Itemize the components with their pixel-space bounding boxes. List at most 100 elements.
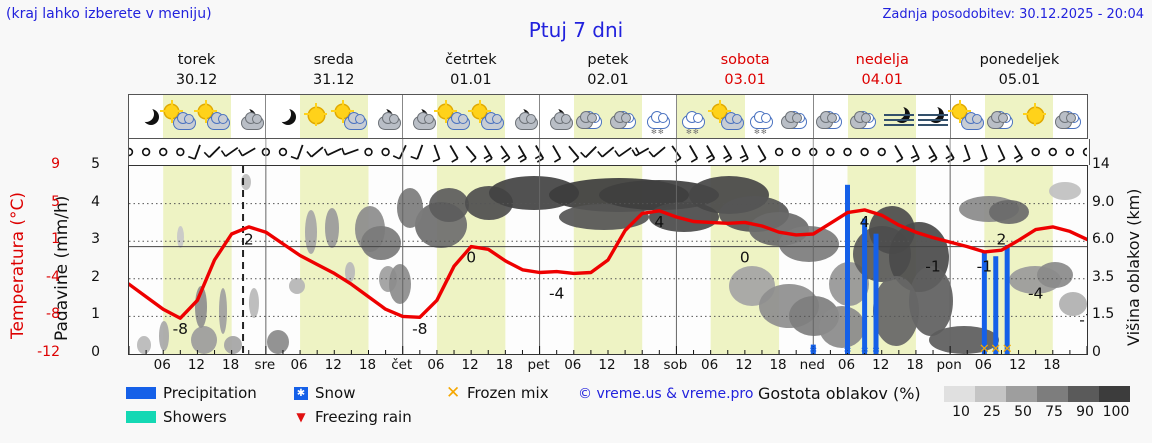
precipitation-bar-3 [873, 233, 879, 354]
cloud-ramp-label-5: 100 [1102, 404, 1130, 420]
cloud-blob-46 [249, 288, 259, 318]
cloud-blob-38 [873, 276, 919, 346]
moon-icon [129, 102, 163, 132]
x-tick-8: 06 [427, 357, 445, 373]
cloud-height-tick-1: 9.0 [1092, 193, 1115, 210]
cloud-blob-43 [1037, 262, 1073, 288]
cloud-height-tick-4: 1.5 [1092, 306, 1115, 323]
x-tick-25: 12 [1008, 357, 1027, 373]
snow-marker-3: ✻ [872, 346, 880, 354]
wind-barb-feather-11-0 [306, 150, 313, 158]
location-menu-note: (kraj lahko izberete v meniju) [6, 6, 212, 22]
wind-barb-shaft-45 [894, 145, 904, 159]
wind-calm-53 [1031, 147, 1040, 157]
legend-item-precipitation: Precipitation [126, 384, 257, 402]
precipitation-tick-4: 1 [91, 306, 100, 323]
precipitation-tick-3: 2 [91, 268, 100, 285]
wind-barb-shaft-25 [552, 145, 562, 159]
cloud-icon [574, 102, 608, 132]
cloud-blob-0 [137, 336, 151, 354]
temperature-point-label-3: 0 [466, 249, 476, 267]
cloud-density-colorramp [944, 386, 1130, 402]
day-date: 31.12 [312, 72, 355, 88]
wind-barb-feather-5-0 [203, 151, 210, 158]
wind-barb-feather-21-0 [485, 157, 493, 163]
wind-barb-shaft-11 [310, 146, 324, 158]
weather-slot [814, 95, 848, 138]
wind-barb-feather-24-0 [536, 157, 544, 163]
cloud-blob-44 [1049, 182, 1081, 200]
wind-barb-feather-32-0 [674, 157, 682, 163]
frozen-mix-marker-icon: ✕ [446, 383, 461, 403]
wind-barb-shaft-5 [208, 146, 221, 158]
x-tick-0: 06 [153, 357, 171, 373]
x-tick-22: 18 [906, 357, 924, 373]
wind-barb-shaft-20 [465, 145, 477, 159]
wind-barb-shaft-4 [194, 144, 201, 160]
weather-day-cell-0 [129, 95, 266, 138]
snow-marker-icon: ✱ [294, 386, 308, 400]
wind-barb-feather-21-1 [483, 154, 491, 160]
temperature-point-label-12: -7 [1079, 311, 1087, 329]
sun-cloud-icon [331, 99, 368, 132]
cloud-blob-9 [305, 210, 317, 254]
day-name: torek [177, 52, 216, 68]
legend-item-frozen-mix: ✕ Frozen mix [446, 384, 549, 402]
x-tick-16: 06 [701, 357, 719, 373]
cloud-height-tick-labels: 14 9.0 6.0 3.5 1.5 0 [1092, 156, 1126, 360]
weather-slot [300, 95, 334, 138]
cloud-ramp-step-3 [1037, 386, 1068, 402]
wind-barb-feather-24-1 [534, 154, 542, 160]
x-tick-12: 06 [564, 357, 582, 373]
x-tick-5: 12 [324, 357, 342, 373]
cloud-blob-41 [989, 200, 1029, 224]
wind-calm-15 [381, 147, 390, 157]
wind-barb-shaft-33 [689, 145, 699, 159]
wind-barb-feather-10-0 [290, 155, 298, 160]
day-date: 04.01 [861, 72, 904, 88]
day-date: 02.01 [587, 72, 629, 88]
wind-barb-feather-4-0 [188, 155, 196, 160]
temperature-tick-5: -12 [37, 344, 60, 360]
weather-slot [1053, 95, 1087, 138]
weather-slot [231, 95, 265, 138]
cloud-ramp-step-2 [1006, 386, 1037, 402]
temperature-point-label-5: 4 [654, 213, 664, 231]
day-name: nedelja [855, 52, 909, 68]
last-updated-label: Zadnja posodobitev: 30.12.2025 - 20:04 [882, 7, 1144, 22]
wind-barb-shaft-52 [1014, 145, 1024, 159]
credit-link[interactable]: © vreme.us & vreme.pro [578, 386, 754, 402]
cloud-blob-37 [909, 266, 953, 336]
wind-barb-feather-51-0 [997, 158, 1005, 163]
wind-barb-feather-31-0 [648, 150, 655, 158]
moon-icon [266, 102, 300, 132]
day-header-6: ponedeljek 05.01 [951, 50, 1088, 92]
day-name: petek [587, 52, 629, 68]
frozen-mix-marker-5: ✕ [990, 342, 1001, 354]
x-tick-19: ned [799, 357, 825, 373]
weather-slot [266, 95, 300, 138]
wind-barb-shaft-7 [241, 147, 256, 157]
legend-label-showers: Showers [163, 408, 227, 426]
sun-cloud-icon [948, 99, 985, 132]
precipitation-tick-5: 0 [91, 344, 100, 360]
precipitation-bar-6 [1004, 244, 1010, 354]
cloud-ramp-label-2: 50 [1014, 404, 1032, 420]
wind-barb-feather-34-0 [707, 157, 715, 163]
cloud-blob-5 [219, 288, 227, 334]
wind-barb-feather-46-1 [910, 154, 918, 159]
sun-icon [300, 102, 334, 132]
legend-item-showers: Showers [126, 408, 227, 426]
temperature-point-label-9: 2 [997, 231, 1007, 249]
sun-cloud-icon [708, 99, 745, 132]
moon-cloud-icon [231, 102, 265, 132]
wind-barb-shaft-22 [500, 145, 511, 159]
cloud-ramp-label-1: 25 [983, 404, 1001, 420]
weather-slot [540, 95, 574, 138]
cloud-density-colorramp-labels: 10 25 50 75 90 100 [932, 404, 1142, 422]
wind-barb-feather-34-1 [705, 154, 713, 160]
legend-label-frozen-mix: Frozen mix [467, 384, 549, 402]
wind-barb-feather-12-0 [323, 148, 329, 156]
legend-item-freezing-rain: ▼ Freezing rain [294, 408, 411, 426]
